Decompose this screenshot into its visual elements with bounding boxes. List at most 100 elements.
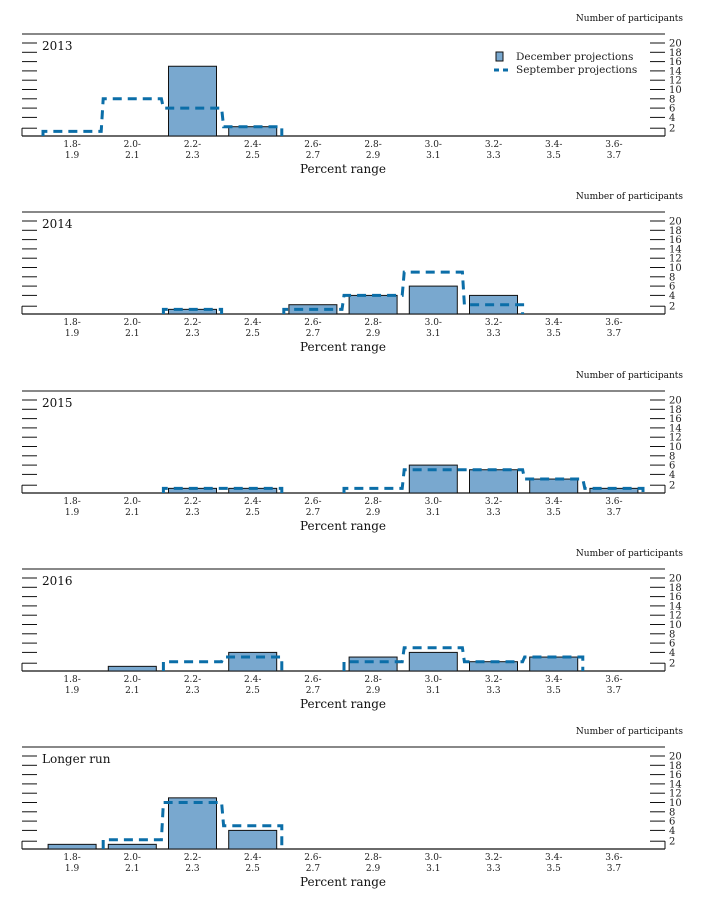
x-tick-label: 3.4- [545, 675, 562, 685]
x-tick-label: 2.1 [125, 864, 139, 874]
x-tick-label: 2.0- [124, 140, 141, 150]
x-tick-label: 3.4- [545, 140, 562, 150]
x-tick-label: 2.4- [244, 318, 261, 328]
x-tick-label: 3.5 [547, 151, 562, 161]
y-tick-label: 16 [669, 770, 682, 781]
december-bar [348, 294, 398, 315]
panel-title: 2015 [42, 396, 73, 410]
x-tick-label: 2.6- [304, 318, 321, 328]
x-tick-label: 2.7 [306, 329, 321, 339]
x-tick-label: 3.7 [607, 508, 622, 518]
x-tick-label: 1.8- [63, 140, 80, 150]
x-tick-label: 3.2- [485, 853, 502, 863]
x-tick-label: 2.8- [364, 675, 381, 685]
x-tick-label: 1.8- [63, 675, 80, 685]
x-tick-label: 2.7 [306, 508, 321, 518]
y-axis-label: Number of participants [576, 192, 683, 202]
x-tick-label: 3.6- [605, 497, 622, 507]
y-tick-label: 18 [669, 761, 682, 772]
x-tick-label: 2.4- [244, 497, 261, 507]
x-tick-label: 3.1 [426, 686, 440, 696]
september-line [161, 646, 585, 671]
x-tick-label: 2.3 [185, 151, 200, 161]
x-tick-label: 3.6- [605, 853, 622, 863]
x-tick-label: 2.8- [364, 853, 381, 863]
x-tick-label: 3.5 [547, 864, 562, 874]
x-tick-label: 2.8- [364, 497, 381, 507]
y-axis-label: Number of participants [576, 549, 683, 559]
y-tick-label: 20 [669, 396, 682, 407]
x-tick-label: 3.6- [605, 140, 622, 150]
panel-title: Longer run [42, 752, 111, 766]
legend-swatch-december [495, 51, 504, 62]
legend-label-september: September projections [516, 64, 637, 76]
x-tick-label: 2.1 [125, 151, 139, 161]
y-tick-label: 16 [669, 235, 682, 246]
x-tick-label: 3.1 [426, 329, 440, 339]
x-tick-label: 3.7 [607, 151, 622, 161]
y-tick-label: 20 [669, 217, 682, 228]
december-bar [168, 65, 217, 137]
y-tick-label: 12 [669, 76, 682, 87]
x-tick-label: 3.1 [426, 508, 440, 518]
x-axis-label: Percent range [300, 519, 386, 533]
y-tick-label: 6 [669, 104, 675, 115]
x-tick-label: 2.1 [125, 329, 139, 339]
y-tick-label: 14 [669, 779, 682, 790]
december-bar [469, 469, 518, 494]
y-tick-label: 14 [669, 66, 682, 77]
y-tick-label: 18 [669, 48, 682, 59]
x-tick-label: 1.9 [65, 686, 80, 696]
x-tick-label: 3.7 [607, 864, 622, 874]
y-tick-label: 4 [669, 648, 675, 659]
y-tick-label: 10 [669, 798, 682, 809]
y-tick-label: 4 [669, 826, 675, 837]
x-tick-label: 2.2- [184, 318, 201, 328]
x-tick-label: 2.1 [125, 686, 139, 696]
y-tick-label: 8 [669, 272, 675, 283]
x-axis-label: Percent range [300, 875, 386, 889]
september-line [101, 801, 284, 849]
september-line [41, 97, 284, 136]
y-tick-label: 6 [669, 461, 675, 472]
x-tick-label: 2.2- [184, 853, 201, 863]
december-bar [408, 651, 458, 672]
x-tick-label: 2.0- [124, 497, 141, 507]
x-tick-label: 2.9 [366, 864, 381, 874]
y-tick-label: 6 [669, 639, 675, 650]
y-tick-label: 12 [669, 254, 682, 265]
y-axis-label: Number of participants [576, 371, 683, 381]
x-tick-label: 3.2- [485, 675, 502, 685]
x-tick-label: 2.1 [125, 508, 139, 518]
y-tick-label: 6 [669, 282, 675, 293]
y-tick-label: 4 [669, 291, 675, 302]
x-tick-label: 2.9 [366, 151, 381, 161]
december-bar [529, 656, 579, 672]
y-tick-label: 6 [669, 817, 675, 828]
y-tick-label: 8 [669, 94, 675, 105]
x-tick-label: 2.6- [304, 497, 321, 507]
x-tick-label: 2.9 [366, 329, 381, 339]
panel-title: 2013 [42, 39, 73, 53]
x-tick-label: 1.9 [65, 864, 80, 874]
x-tick-label: 3.0- [425, 853, 442, 863]
x-tick-label: 3.2- [485, 497, 502, 507]
x-tick-label: 2.4- [244, 853, 261, 863]
y-tick-label: 16 [669, 592, 682, 603]
x-tick-label: 2.2- [184, 497, 201, 507]
x-tick-label: 2.7 [306, 864, 321, 874]
x-tick-label: 1.9 [65, 151, 80, 161]
x-tick-label: 3.1 [426, 151, 440, 161]
x-tick-label: 2.3 [185, 686, 200, 696]
x-tick-label: 2.3 [185, 508, 200, 518]
y-tick-label: 16 [669, 414, 682, 425]
x-tick-label: 3.0- [425, 318, 442, 328]
y-tick-label: 12 [669, 611, 682, 622]
x-tick-label: 3.2- [485, 318, 502, 328]
x-tick-label: 2.9 [366, 508, 381, 518]
y-tick-label: 20 [669, 574, 682, 585]
september-line [161, 270, 525, 314]
x-tick-label: 3.0- [425, 140, 442, 150]
